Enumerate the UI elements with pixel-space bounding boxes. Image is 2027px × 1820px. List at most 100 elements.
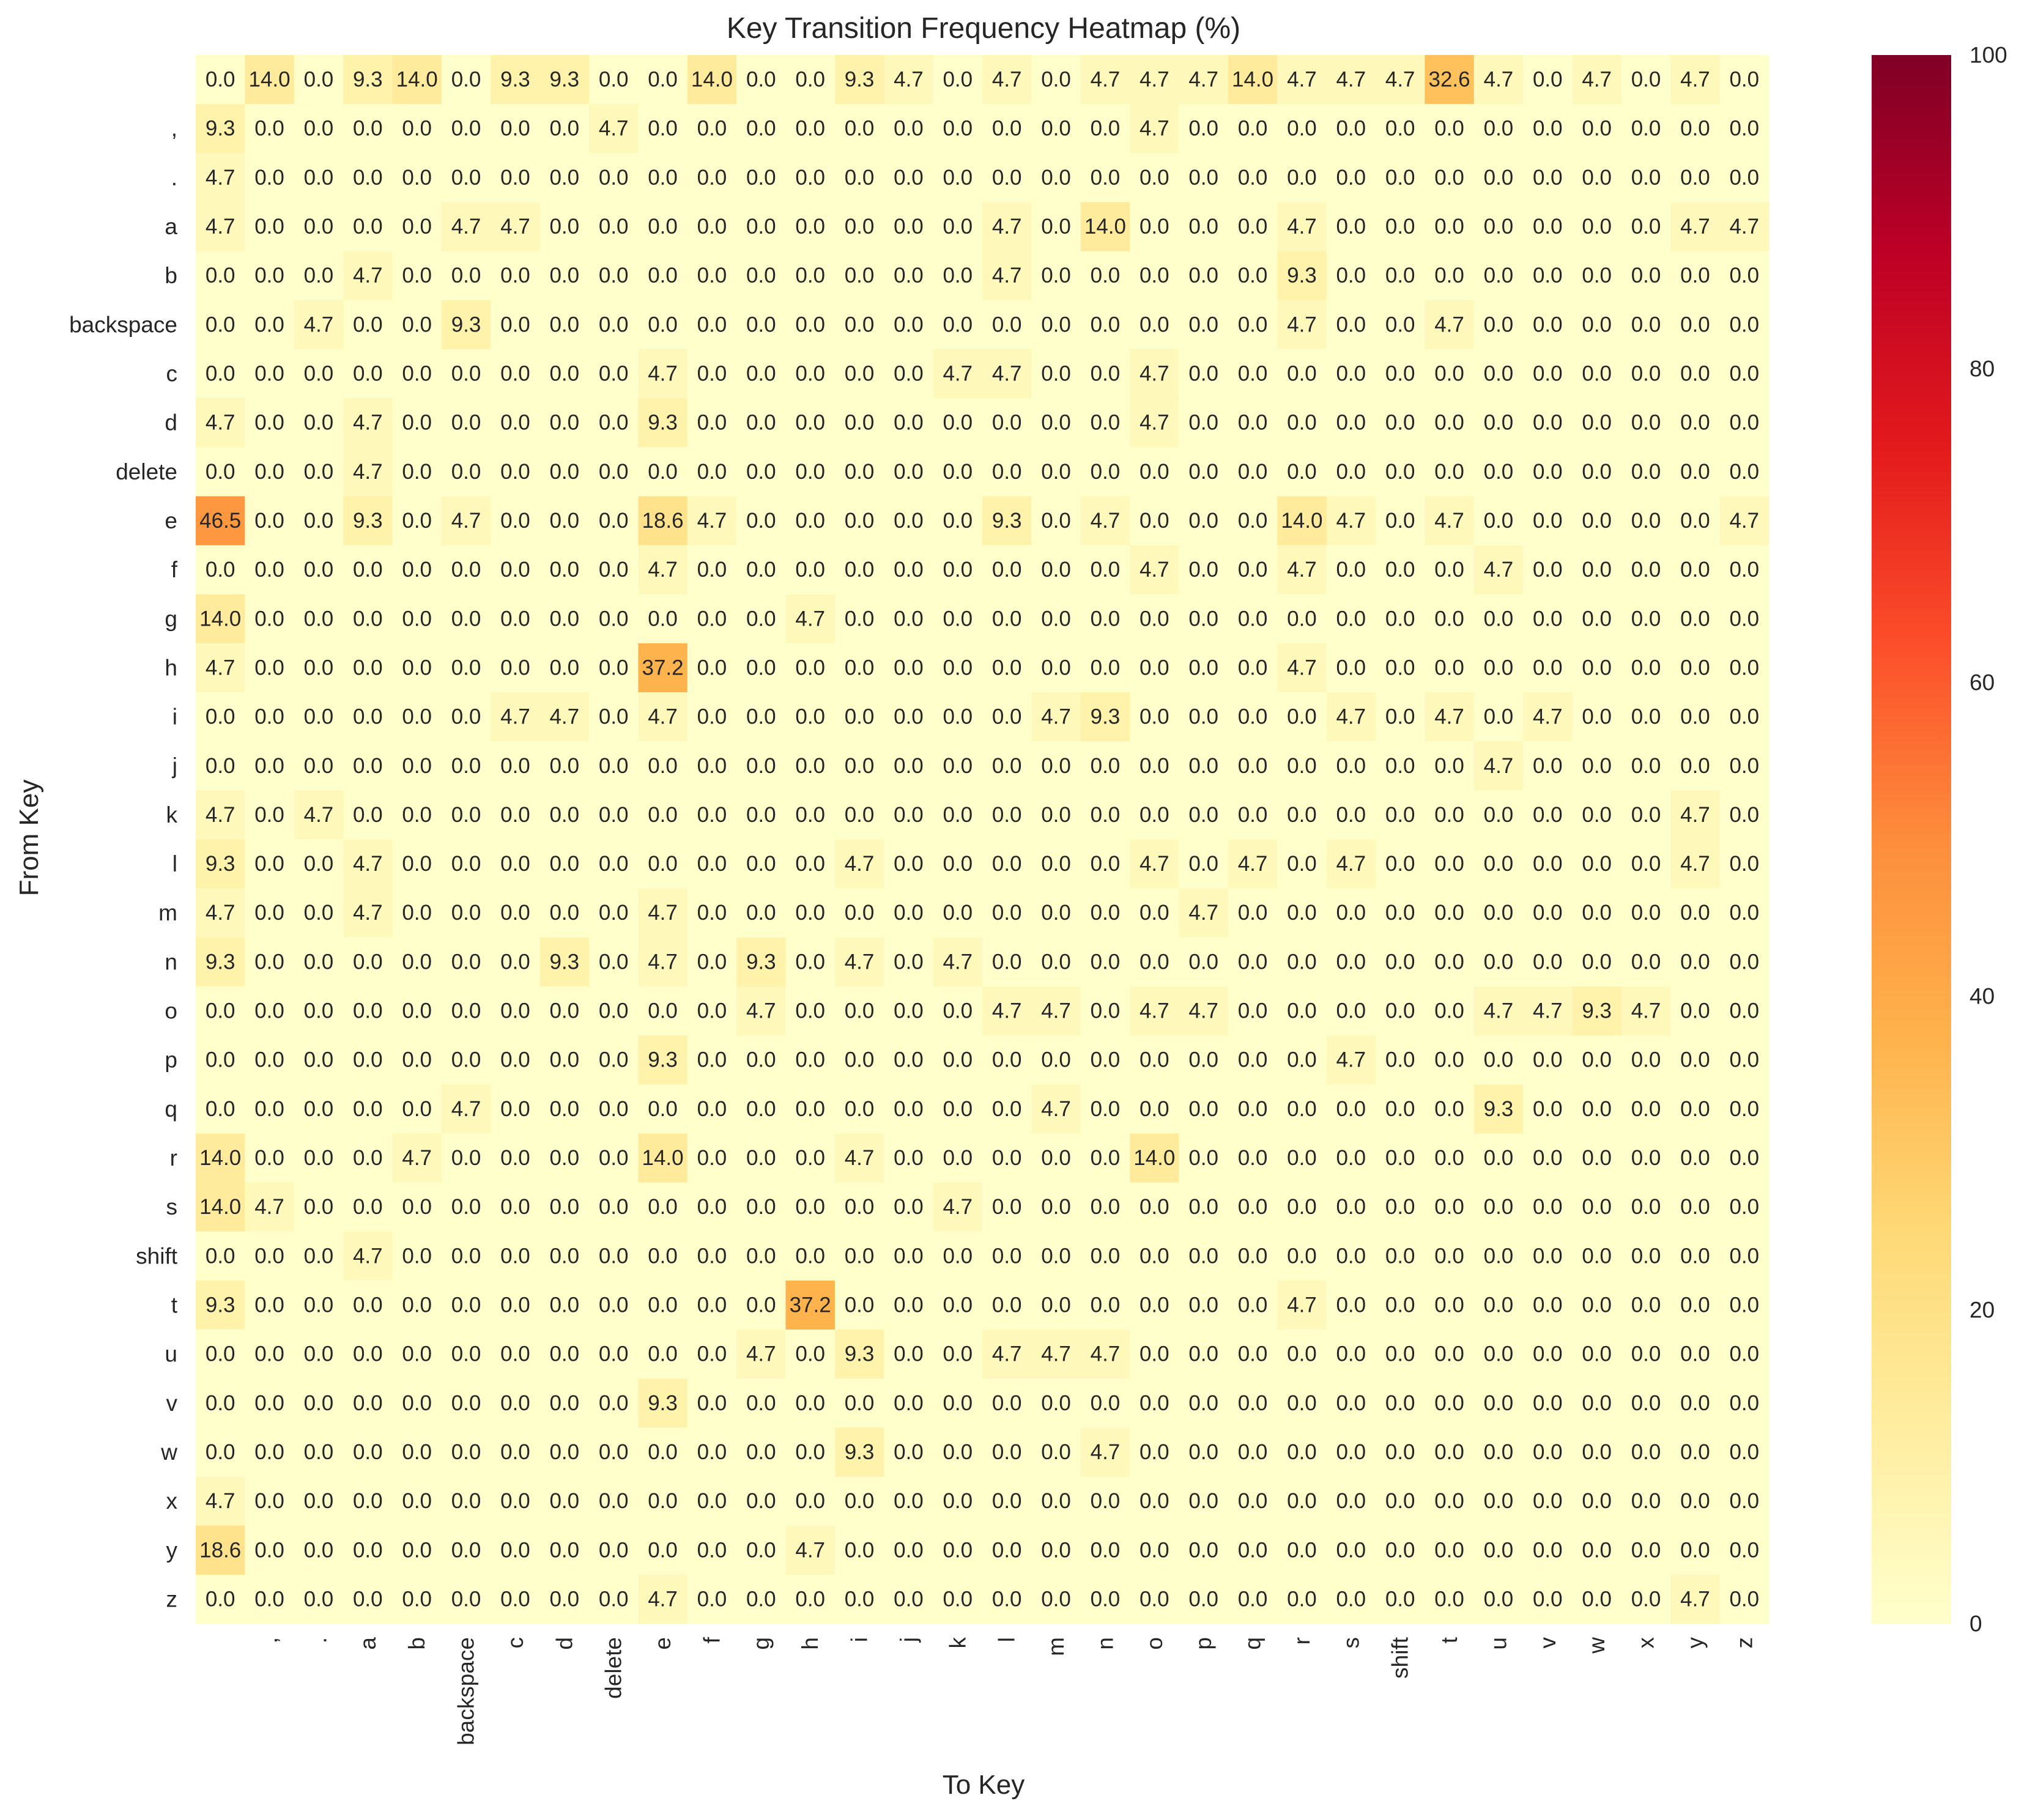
cell-value-label: 0.0 <box>1287 1195 1317 1219</box>
cell-value-label: 0.0 <box>746 1489 776 1513</box>
cell-value-label: 0.0 <box>746 1538 776 1562</box>
heatmap-cell <box>491 545 541 595</box>
cell-value-label: 0.0 <box>1631 166 1661 190</box>
cell-value-label: 0.0 <box>1533 852 1563 876</box>
heatmap-cell <box>1425 55 1475 105</box>
heatmap-cell <box>1130 1035 1180 1085</box>
heatmap-cell <box>1228 55 1278 105</box>
colorbar-tick-label: 0 <box>1970 1611 1982 1637</box>
cell-value-label: 0.0 <box>1041 607 1071 631</box>
cell-value-label: 0.0 <box>304 411 334 435</box>
cell-value-label: 0.0 <box>1631 68 1661 92</box>
heatmap-cell <box>589 1427 639 1478</box>
cell-value-label: 4.7 <box>1729 215 1759 239</box>
cell-value-label: 0.0 <box>500 1391 530 1415</box>
cell-value-label: 0.0 <box>254 1097 284 1121</box>
cell-value-label: 0.0 <box>795 803 825 827</box>
cell-value-label: 4.7 <box>1139 558 1169 582</box>
cell-value-label: 0.0 <box>1434 1097 1464 1121</box>
cell-value-label: 9.3 <box>845 1342 875 1366</box>
cell-value-label: 0.0 <box>795 362 825 386</box>
cell-value-label: 0.0 <box>1484 313 1514 336</box>
heatmap-cell <box>884 1476 934 1526</box>
heatmap-cell <box>491 1231 541 1281</box>
heatmap-cell <box>785 1084 836 1134</box>
heatmap-cell <box>245 1231 295 1281</box>
heatmap-cell <box>1326 1476 1376 1526</box>
heatmap-cell <box>736 839 787 889</box>
heatmap-cell <box>1621 1182 1671 1232</box>
cell-value-label: 0.0 <box>1041 1391 1071 1415</box>
cell-value-label: 4.7 <box>206 803 235 827</box>
cell-value-label: 0.0 <box>353 558 383 582</box>
heatmap-cell <box>441 790 491 840</box>
heatmap-cell <box>1425 1476 1475 1526</box>
cell-value-label: 0.0 <box>1188 705 1218 729</box>
cell-value-label: 0.0 <box>254 362 284 386</box>
cell-value-label: 0.0 <box>254 754 284 778</box>
cell-value-label: 0.0 <box>992 1489 1022 1513</box>
cell-value-label: 0.0 <box>1188 1391 1218 1415</box>
cell-value-label: 0.0 <box>254 950 284 974</box>
cell-value-label: 0.0 <box>1385 1097 1415 1121</box>
heatmap-cell <box>1031 1330 1081 1379</box>
cell-value-label: 0.0 <box>549 117 579 141</box>
cell-value-label: 0.0 <box>254 803 284 827</box>
cell-value-label: 0.0 <box>845 754 875 778</box>
cell-value-label: 0.0 <box>1188 1489 1218 1513</box>
heatmap-cell <box>196 1231 245 1281</box>
cell-value-label: 0.0 <box>943 754 973 778</box>
cell-value-label: 0.0 <box>500 1097 530 1121</box>
cell-value-label: 0.0 <box>894 264 924 287</box>
cell-value-label: 0.0 <box>943 1097 973 1121</box>
cell-value-label: 4.7 <box>1434 509 1464 533</box>
heatmap-cell <box>1670 1476 1721 1526</box>
cell-value-label: 0.0 <box>1091 901 1121 925</box>
heatmap-cell <box>933 1035 983 1085</box>
cell-value-label: 0.0 <box>599 705 629 729</box>
cell-value-label: 0.0 <box>746 1293 776 1317</box>
heatmap-cell <box>687 104 737 154</box>
cell-value-label: 0.0 <box>648 852 678 876</box>
cell-value-label: 0.0 <box>1680 117 1710 141</box>
heatmap-cell <box>933 1330 983 1379</box>
cell-value-label: 0.0 <box>1336 166 1366 190</box>
cell-value-label: 0.0 <box>1385 166 1415 190</box>
heatmap-cell <box>1130 1330 1180 1379</box>
cell-value-label: 0.0 <box>1631 362 1661 386</box>
heatmap-cell <box>1031 447 1081 497</box>
y-tick-labels: ,.abbackspacecddeleteefghijklmnopqrsshif… <box>69 116 178 1612</box>
cell-value-label: 0.0 <box>1385 1244 1415 1268</box>
cell-value-label: 0.0 <box>1041 166 1071 190</box>
cell-value-label: 0.0 <box>1484 117 1514 141</box>
cell-value-label: 0.0 <box>1533 754 1563 778</box>
heatmap-cell <box>1425 1084 1475 1134</box>
cell-value-label: 0.0 <box>402 1195 432 1219</box>
cell-value-label: 0.0 <box>1582 117 1612 141</box>
cell-value-label: 0.0 <box>943 607 973 631</box>
heatmap-cell <box>1031 1280 1081 1330</box>
y-tick-label: o <box>165 999 177 1024</box>
heatmap-cell <box>1473 153 1524 203</box>
heatmap-cell <box>785 202 836 252</box>
heatmap-cell <box>638 1525 688 1575</box>
y-tick-label: x <box>166 1489 178 1514</box>
cell-value-label: 4.7 <box>795 607 825 631</box>
cell-value-label: 0.0 <box>353 166 383 190</box>
cell-value-label: 9.3 <box>648 411 678 435</box>
heatmap-cell <box>736 251 787 301</box>
cell-value-label: 0.0 <box>894 1489 924 1513</box>
cell-value-label: 0.0 <box>894 1391 924 1415</box>
cell-value-label: 0.0 <box>894 558 924 582</box>
cell-value-label: 0.0 <box>1680 1048 1710 1072</box>
heatmap-cell <box>343 251 393 301</box>
cell-value-label: 0.0 <box>1533 362 1563 386</box>
cell-value-label: 0.0 <box>795 1195 825 1219</box>
heatmap-cell <box>1080 545 1130 595</box>
cell-value-label: 0.0 <box>1533 264 1563 287</box>
cell-value-label: 0.0 <box>451 264 481 287</box>
cell-value-label: 14.0 <box>642 1146 683 1170</box>
heatmap-cell <box>1130 1427 1180 1478</box>
heatmap-cell <box>441 1182 491 1232</box>
heatmap-cell <box>245 1525 295 1575</box>
